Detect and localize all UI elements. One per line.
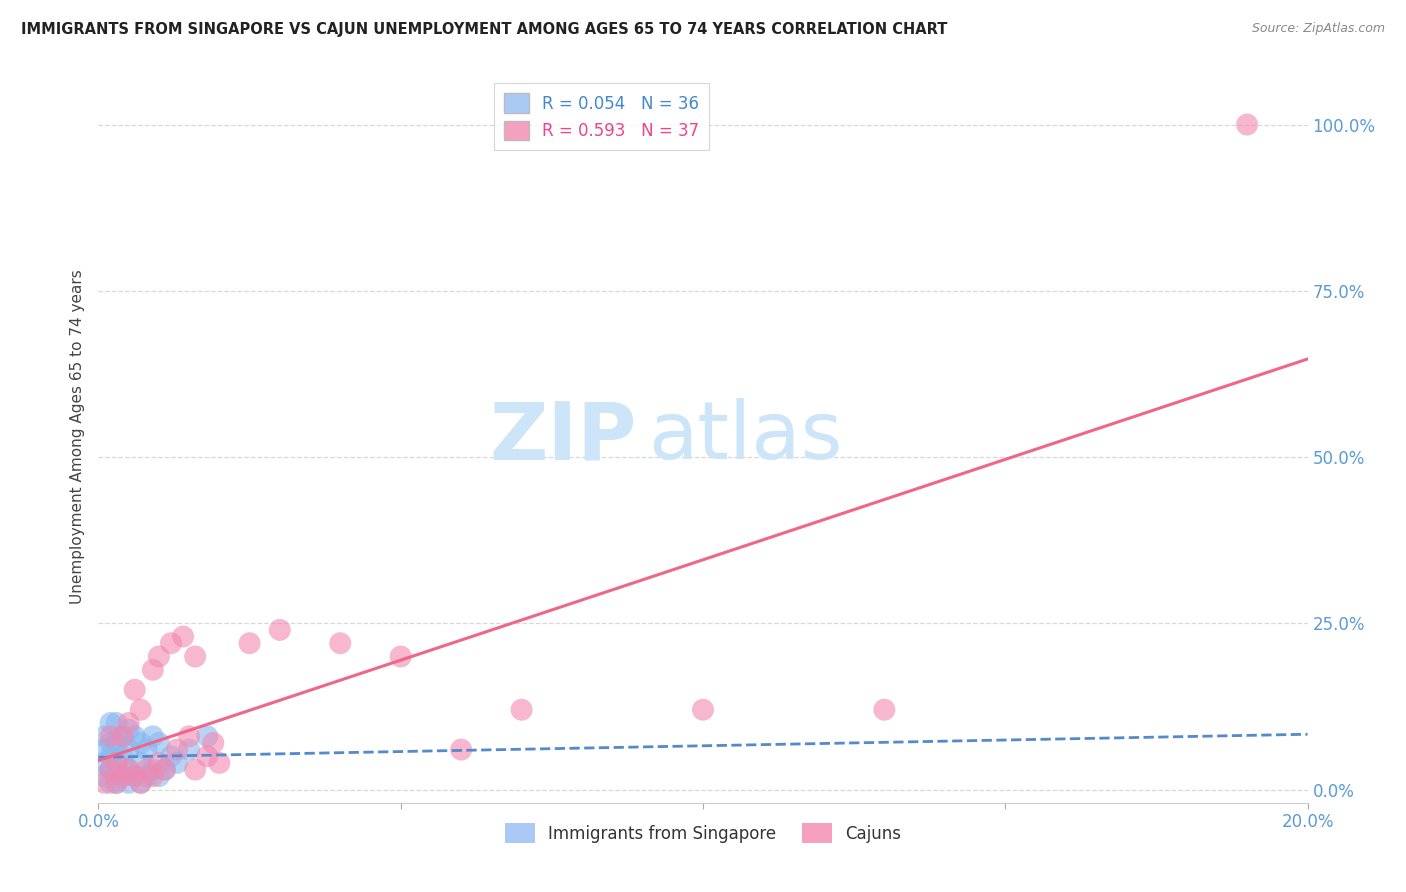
Point bbox=[118, 776, 141, 790]
Point bbox=[1236, 118, 1258, 132]
Point bbox=[873, 703, 896, 717]
Point bbox=[142, 763, 165, 777]
Point bbox=[166, 742, 188, 756]
Point bbox=[450, 742, 472, 756]
Text: Source: ZipAtlas.com: Source: ZipAtlas.com bbox=[1251, 22, 1385, 36]
Point bbox=[129, 756, 152, 770]
Point bbox=[111, 769, 134, 783]
Point bbox=[160, 749, 183, 764]
Point bbox=[124, 769, 146, 783]
Point bbox=[195, 749, 218, 764]
Point bbox=[129, 776, 152, 790]
Y-axis label: Unemployment Among Ages 65 to 74 years: Unemployment Among Ages 65 to 74 years bbox=[69, 269, 84, 605]
Point bbox=[142, 729, 165, 743]
Point bbox=[184, 649, 207, 664]
Text: ZIP: ZIP bbox=[489, 398, 637, 476]
Point bbox=[148, 736, 170, 750]
Point bbox=[124, 682, 146, 697]
Point bbox=[111, 729, 134, 743]
Point bbox=[389, 649, 412, 664]
Point bbox=[329, 636, 352, 650]
Point bbox=[135, 763, 157, 777]
Point bbox=[202, 736, 225, 750]
Point bbox=[100, 749, 122, 764]
Point bbox=[100, 776, 122, 790]
Point bbox=[118, 763, 141, 777]
Point bbox=[153, 763, 176, 777]
Point bbox=[105, 716, 128, 731]
Point bbox=[269, 623, 291, 637]
Point bbox=[100, 763, 122, 777]
Point bbox=[148, 756, 170, 770]
Point bbox=[129, 776, 152, 790]
Point bbox=[142, 663, 165, 677]
Point bbox=[172, 630, 194, 644]
Point bbox=[124, 769, 146, 783]
Point bbox=[100, 763, 122, 777]
Point bbox=[195, 729, 218, 743]
Point bbox=[148, 649, 170, 664]
Point bbox=[135, 742, 157, 756]
Point bbox=[93, 729, 115, 743]
Point bbox=[118, 763, 141, 777]
Point bbox=[129, 703, 152, 717]
Point bbox=[118, 716, 141, 731]
Point bbox=[135, 769, 157, 783]
Point bbox=[208, 756, 231, 770]
Point bbox=[124, 729, 146, 743]
Point bbox=[111, 729, 134, 743]
Point bbox=[179, 742, 201, 756]
Point bbox=[153, 763, 176, 777]
Point bbox=[105, 776, 128, 790]
Point bbox=[93, 769, 115, 783]
Point bbox=[142, 769, 165, 783]
Point bbox=[692, 703, 714, 717]
Point bbox=[105, 736, 128, 750]
Point bbox=[105, 756, 128, 770]
Point bbox=[111, 749, 134, 764]
Point bbox=[93, 776, 115, 790]
Point bbox=[93, 742, 115, 756]
Point bbox=[160, 636, 183, 650]
Point bbox=[148, 769, 170, 783]
Point bbox=[118, 742, 141, 756]
Point bbox=[510, 703, 533, 717]
Point bbox=[105, 756, 128, 770]
Point bbox=[118, 723, 141, 737]
Point bbox=[129, 736, 152, 750]
Text: atlas: atlas bbox=[648, 398, 844, 476]
Point bbox=[100, 729, 122, 743]
Point bbox=[239, 636, 262, 650]
Point bbox=[93, 756, 115, 770]
Point bbox=[111, 769, 134, 783]
Point bbox=[105, 776, 128, 790]
Point bbox=[166, 756, 188, 770]
Point bbox=[184, 763, 207, 777]
Point bbox=[179, 729, 201, 743]
Point bbox=[100, 716, 122, 731]
Point bbox=[100, 736, 122, 750]
Text: IMMIGRANTS FROM SINGAPORE VS CAJUN UNEMPLOYMENT AMONG AGES 65 TO 74 YEARS CORREL: IMMIGRANTS FROM SINGAPORE VS CAJUN UNEMP… bbox=[21, 22, 948, 37]
Legend: Immigrants from Singapore, Cajuns: Immigrants from Singapore, Cajuns bbox=[499, 817, 907, 849]
